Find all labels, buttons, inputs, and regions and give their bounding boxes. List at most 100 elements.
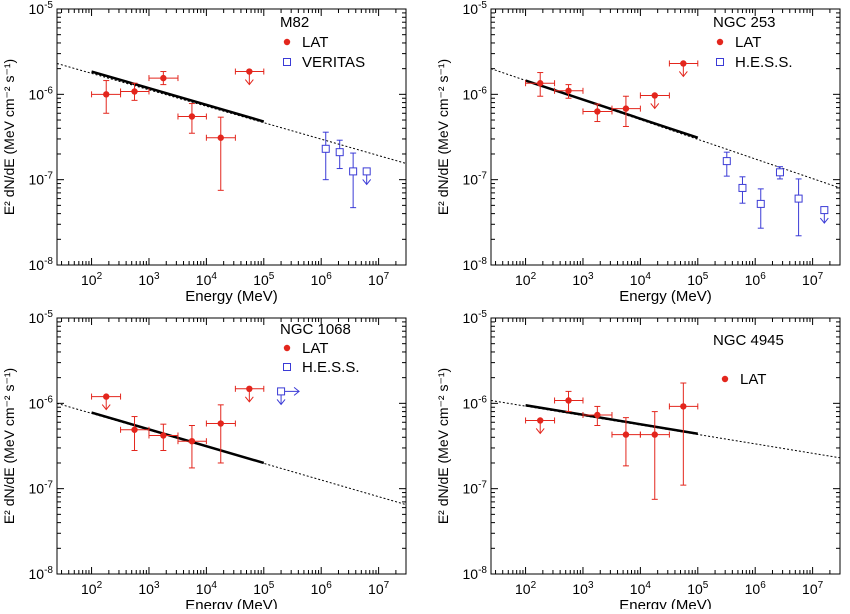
y-tick-label: 10-8 — [29, 565, 54, 582]
lat-marker — [594, 108, 601, 115]
lat-data-point — [668, 382, 699, 486]
tev-marker — [321, 144, 330, 153]
y-axis-label: E² dN/dE (MeV cm⁻² s⁻¹) — [1, 368, 17, 524]
legend: NGC 4945 LAT — [713, 332, 784, 388]
upper-limit-arrowhead — [362, 179, 372, 186]
y-tick-label: 10-8 — [463, 256, 488, 273]
x-tick-label: 103 — [138, 271, 160, 288]
tev-data-point — [756, 188, 765, 229]
legend: NGC 253 LAT H.E.S.S. — [713, 14, 793, 71]
lat-marker — [217, 420, 224, 427]
y-axis-label: E² dN/dE (MeV cm⁻² s⁻¹) — [435, 59, 451, 215]
lat-marker — [622, 431, 630, 438]
lat-marker — [622, 105, 630, 112]
plot-frame — [56, 8, 407, 266]
lat-data-point — [554, 84, 584, 99]
tev-data-point — [775, 166, 784, 180]
y-axis-label: E² dN/dE (MeV cm⁻² s⁻¹) — [435, 368, 451, 524]
legend-title: M82 — [280, 14, 309, 31]
panel-4: 102 103 104 105 106 107 10-8 10-7 10-6 10-5 Energy… — [435, 309, 841, 614]
lat-data-point — [205, 116, 236, 191]
lat-upper-limit — [639, 92, 670, 110]
upper-limit-arrowhead — [101, 404, 111, 411]
tev-data-point — [349, 152, 358, 209]
x-tick-label: 107 — [802, 580, 824, 597]
lat-marker — [160, 74, 167, 82]
x-tick-label: 107 — [368, 580, 390, 597]
legend-title: NGC 253 — [713, 14, 776, 31]
legend-entry-label: LAT — [740, 371, 766, 388]
tev-marker — [775, 168, 784, 177]
legend-entry-label: LAT — [302, 340, 328, 357]
x-tick-label: 105 — [253, 271, 275, 288]
x-tick-label: 106 — [745, 271, 767, 288]
upper-limit-arrowhead — [244, 79, 254, 86]
tev-marker — [362, 167, 371, 176]
panel-2: 102 103 104 105 106 107 10-8 10-7 10-6 10-5 Energy… — [435, 0, 841, 305]
lat-data-point — [148, 71, 179, 86]
legend-entry-label: VERITAS — [302, 54, 365, 71]
tev-marker — [335, 148, 344, 157]
tev-marker — [820, 206, 829, 215]
lat-data-point — [582, 405, 613, 426]
x-tick-label: 102 — [515, 580, 537, 597]
lat-marker — [246, 68, 253, 75]
lat-data-point — [120, 82, 150, 101]
lat-marker — [217, 134, 224, 141]
legend-title: NGC 1068 — [280, 321, 351, 338]
lat-data-point — [205, 404, 236, 464]
x-tick-label: 105 — [687, 271, 709, 288]
x-tick-label: 104 — [196, 580, 218, 597]
y-tick-label: 10-8 — [29, 256, 54, 273]
panel-3: 102 103 104 105 106 107 10-8 10-7 10-6 10-5 Energy… — [1, 309, 407, 614]
legend-tev-marker — [283, 58, 291, 66]
lat-marker — [594, 411, 601, 419]
lat-data-point — [91, 80, 122, 114]
plot-frame — [56, 317, 407, 575]
x-tick-label: 102 — [81, 580, 103, 597]
x-axis-label: Energy (MeV) — [619, 288, 712, 305]
lat-data-point — [525, 72, 556, 97]
lat-data-point — [177, 103, 207, 134]
lat-upper-limit — [525, 417, 556, 435]
x-tick-label: 107 — [368, 271, 390, 288]
legend-entry-label: H.E.S.S. — [302, 359, 360, 376]
lat-marker — [565, 87, 572, 95]
lat-marker — [246, 385, 253, 393]
x-axis-label: Energy (MeV) — [185, 597, 278, 609]
lat-data-point — [611, 417, 641, 467]
lat-marker — [565, 397, 572, 404]
legend-lat-marker — [721, 375, 729, 383]
y-tick-label: 10-7 — [463, 171, 488, 188]
lat-marker — [160, 432, 167, 439]
y-tick-label: 10-7 — [29, 480, 54, 497]
x-tick-label: 103 — [572, 271, 594, 288]
x-tick-label: 103 — [572, 580, 594, 597]
upper-limit-arrowhead — [819, 217, 829, 224]
x-tick-label: 102 — [81, 271, 103, 288]
fit-line — [91, 70, 265, 123]
tev-data-point — [794, 178, 803, 237]
tev-marker — [349, 167, 358, 176]
legend: M82 LAT VERITAS — [280, 14, 365, 71]
lat-marker — [103, 393, 110, 400]
y-axis-label: E² dN/dE (MeV cm⁻² s⁻¹) — [1, 59, 17, 215]
legend-entry-label: H.E.S.S. — [735, 54, 793, 71]
legend-entry-label: LAT — [735, 34, 761, 51]
lat-upper-limit — [668, 60, 699, 78]
y-tick-label: 10-6 — [463, 394, 488, 411]
lat-marker — [131, 426, 138, 433]
x-tick-label: 105 — [253, 580, 275, 597]
y-tick-label: 10-5 — [463, 0, 488, 17]
x-tick-label: 106 — [745, 580, 767, 597]
fit-line — [525, 404, 698, 435]
upper-limit-arrowhead — [244, 396, 254, 403]
y-tick-label: 10-7 — [29, 171, 54, 188]
y-tick-label: 10-6 — [29, 394, 54, 411]
y-tick-label: 10-5 — [29, 0, 54, 17]
x-tick-label: 106 — [311, 271, 333, 288]
plot-frame — [490, 8, 841, 266]
y-tick-label: 10-5 — [463, 309, 488, 326]
y-tick-label: 10-6 — [463, 85, 488, 102]
